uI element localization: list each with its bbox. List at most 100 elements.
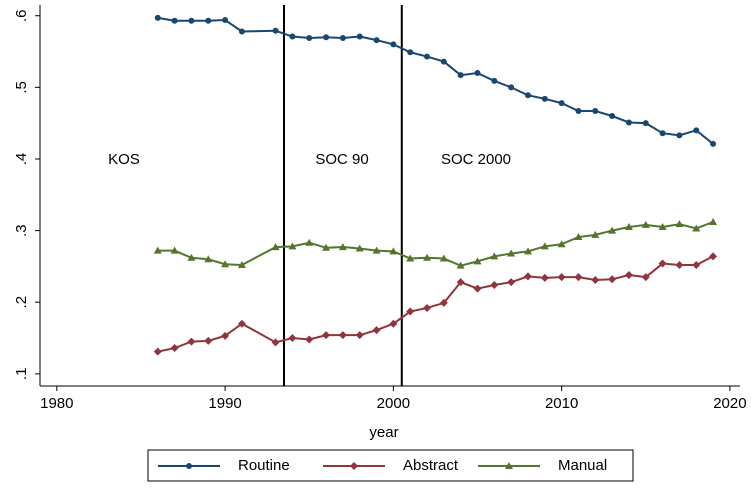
- y-tick-label: .1: [13, 368, 30, 381]
- marker: [473, 284, 482, 293]
- marker: [288, 334, 297, 343]
- marker: [624, 270, 633, 279]
- marker: [641, 273, 650, 282]
- marker: [676, 132, 683, 139]
- marker: [692, 260, 701, 269]
- marker: [608, 275, 617, 284]
- marker: [406, 307, 415, 316]
- marker: [356, 33, 363, 40]
- marker: [557, 273, 566, 282]
- marker: [373, 37, 380, 44]
- marker: [423, 253, 432, 261]
- marker: [221, 260, 230, 268]
- marker: [659, 130, 666, 137]
- y-tick-label: .2: [13, 296, 30, 309]
- marker: [557, 240, 566, 248]
- marker: [490, 281, 499, 290]
- marker: [692, 224, 701, 232]
- marker: [306, 34, 313, 41]
- marker: [170, 344, 179, 353]
- annotation: SOC 2000: [441, 151, 511, 168]
- marker: [272, 27, 279, 34]
- marker: [490, 252, 499, 260]
- marker: [658, 223, 667, 231]
- marker: [222, 17, 229, 24]
- marker: [170, 246, 179, 254]
- annotation: KOS: [108, 151, 140, 168]
- marker: [389, 319, 398, 328]
- marker: [305, 335, 314, 344]
- marker: [641, 220, 650, 228]
- marker: [237, 260, 246, 268]
- annotation: SOC 90: [315, 151, 368, 168]
- x-tick-label: 2010: [545, 395, 578, 412]
- marker: [491, 77, 498, 84]
- marker: [710, 140, 717, 147]
- marker: [575, 107, 582, 114]
- marker: [591, 230, 600, 238]
- marker: [540, 242, 549, 250]
- marker: [508, 84, 515, 91]
- marker: [322, 331, 331, 340]
- marker: [289, 33, 296, 40]
- marker: [591, 276, 600, 285]
- marker: [474, 70, 481, 77]
- marker: [709, 217, 718, 225]
- marker: [709, 252, 718, 261]
- marker: [153, 347, 162, 356]
- marker: [355, 331, 364, 340]
- legend-label: Routine: [238, 457, 290, 474]
- marker: [507, 278, 516, 287]
- marker: [439, 298, 448, 307]
- marker: [675, 220, 684, 228]
- marker: [271, 338, 280, 347]
- marker: [540, 273, 549, 282]
- marker: [372, 326, 381, 335]
- marker: [624, 223, 633, 231]
- marker: [205, 17, 212, 24]
- marker: [171, 17, 178, 24]
- x-axis-label: year: [369, 424, 398, 441]
- marker: [658, 259, 667, 268]
- marker: [456, 278, 465, 287]
- marker: [541, 95, 548, 102]
- marker: [424, 53, 431, 60]
- marker: [305, 238, 314, 246]
- marker: [338, 243, 347, 251]
- marker: [390, 41, 397, 48]
- marker: [271, 243, 280, 251]
- marker: [440, 58, 447, 65]
- y-tick-label: .5: [13, 81, 30, 94]
- marker: [338, 331, 347, 340]
- marker: [473, 257, 482, 265]
- marker: [675, 260, 684, 269]
- marker: [238, 28, 245, 35]
- marker: [625, 119, 632, 126]
- marker: [406, 254, 415, 262]
- legend-label: Abstract: [403, 457, 459, 474]
- marker: [558, 100, 565, 107]
- series-line: [157, 255, 714, 353]
- marker: [355, 244, 364, 252]
- marker: [524, 92, 531, 99]
- marker: [187, 253, 196, 261]
- marker: [339, 34, 346, 41]
- x-tick-label: 2000: [377, 395, 410, 412]
- marker: [204, 255, 213, 263]
- y-tick-label: .6: [13, 9, 30, 22]
- marker: [322, 243, 331, 251]
- legend-box: [147, 449, 634, 482]
- marker: [154, 14, 161, 21]
- legend-marker: [350, 462, 358, 470]
- marker: [221, 331, 230, 340]
- marker: [187, 337, 196, 346]
- marker: [372, 246, 381, 254]
- marker: [153, 246, 162, 254]
- marker: [609, 113, 616, 120]
- marker: [456, 261, 465, 269]
- marker: [574, 273, 583, 282]
- marker: [608, 226, 617, 234]
- marker: [323, 34, 330, 41]
- legend-marker: [505, 462, 513, 469]
- marker: [574, 233, 583, 241]
